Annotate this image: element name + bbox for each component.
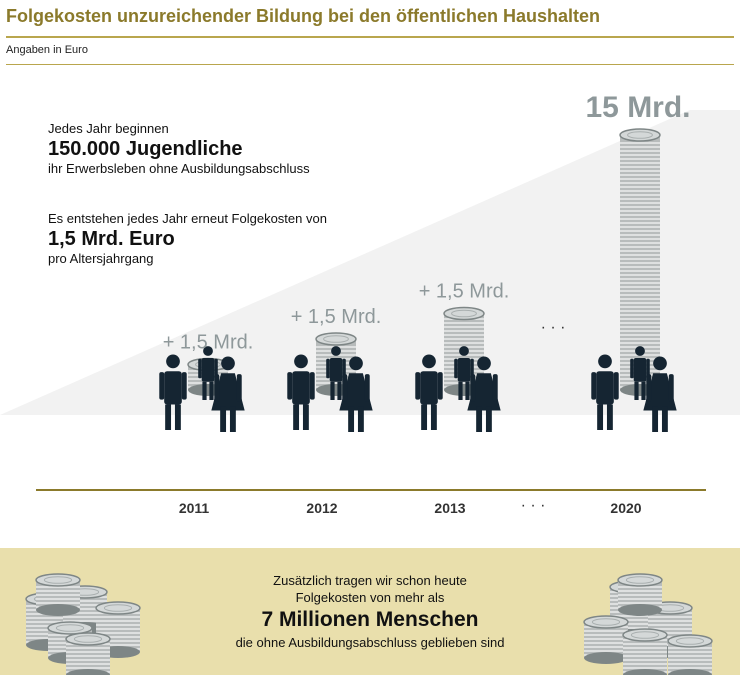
x-tick-label: 2011: [179, 500, 210, 516]
person-icon: [467, 356, 501, 432]
person-icon: [211, 356, 245, 432]
band-coin-stack: [583, 615, 629, 664]
gap-marker-axis: · · ·: [521, 497, 546, 514]
person-icon: [643, 356, 677, 432]
bar-value-label: 15 Mrd.: [585, 91, 690, 124]
band-coin-stacks: [25, 573, 713, 675]
bottom-line-3: die ohne Ausbildungsabschluss geblieben …: [235, 635, 505, 650]
page-subtitle: Angaben in Euro: [6, 44, 88, 56]
band-coin-stack: [95, 601, 141, 658]
x-tick-label: 2012: [306, 500, 337, 516]
person-icon: [591, 354, 619, 430]
intro-youth-count: 150.000 Jugendliche: [48, 138, 243, 160]
bottom-line-2: Folgekosten von mehr als: [295, 590, 445, 605]
cost-chart: + 1,5 Mrd. + 1,5 Mrd. + 1,5 Mrd. 15 Mrd. 20…: [0, 91, 740, 516]
bottom-people-count: 7 Millionen Menschen: [261, 608, 479, 631]
bottom-line-1: Zusätzlich tragen wir schon heute: [273, 573, 467, 588]
band-coin-stack: [622, 628, 668, 675]
title-divider: [6, 36, 734, 38]
intro-block-cost: Es entstehen jedes Jahr erneut Folgekost…: [48, 211, 327, 267]
gap-marker-top: · · ·: [541, 319, 566, 336]
x-tick-label: 2020: [610, 500, 641, 516]
person-icon: [287, 354, 315, 430]
page-title: Folgekosten unzureichender Bildung bei d…: [6, 6, 601, 26]
band-coin-stack: [35, 573, 81, 616]
intro-line-3: Es entstehen jedes Jahr erneut Folgekost…: [48, 211, 327, 226]
band-coin-stack: [667, 634, 713, 675]
bar-value-label: + 1,5 Mrd.: [163, 332, 254, 354]
person-icon: [326, 346, 346, 400]
intro-annual-cost: 1,5 Mrd. Euro: [48, 228, 175, 250]
bar-value-label: + 1,5 Mrd.: [291, 306, 382, 328]
person-icon: [454, 346, 474, 400]
intro-line-1: Jedes Jahr beginnen: [48, 121, 169, 136]
intro-line-2: ihr Erwerbsleben ohne Ausbildungsabschlu…: [48, 161, 310, 176]
x-tick-label: 2013: [434, 500, 465, 516]
person-icon: [415, 354, 443, 430]
bottom-text: Zusätzlich tragen wir schon heute Folgek…: [150, 572, 590, 651]
coin-stack-bar: [619, 128, 661, 396]
intro-line-4: pro Altersjahrgang: [48, 251, 154, 266]
person-icon: [198, 346, 218, 400]
bar-value-label: + 1,5 Mrd.: [419, 281, 510, 303]
band-coin-stack: [617, 573, 663, 616]
subtitle-divider: [6, 64, 734, 65]
person-icon: [339, 356, 373, 432]
background-wedge: [0, 110, 740, 415]
intro-block-youth: Jedes Jahr beginnen 150.000 Jugendliche …: [48, 121, 310, 177]
band-coin-stack: [65, 632, 111, 675]
person-icon: [159, 354, 187, 430]
person-icon: [630, 346, 650, 400]
